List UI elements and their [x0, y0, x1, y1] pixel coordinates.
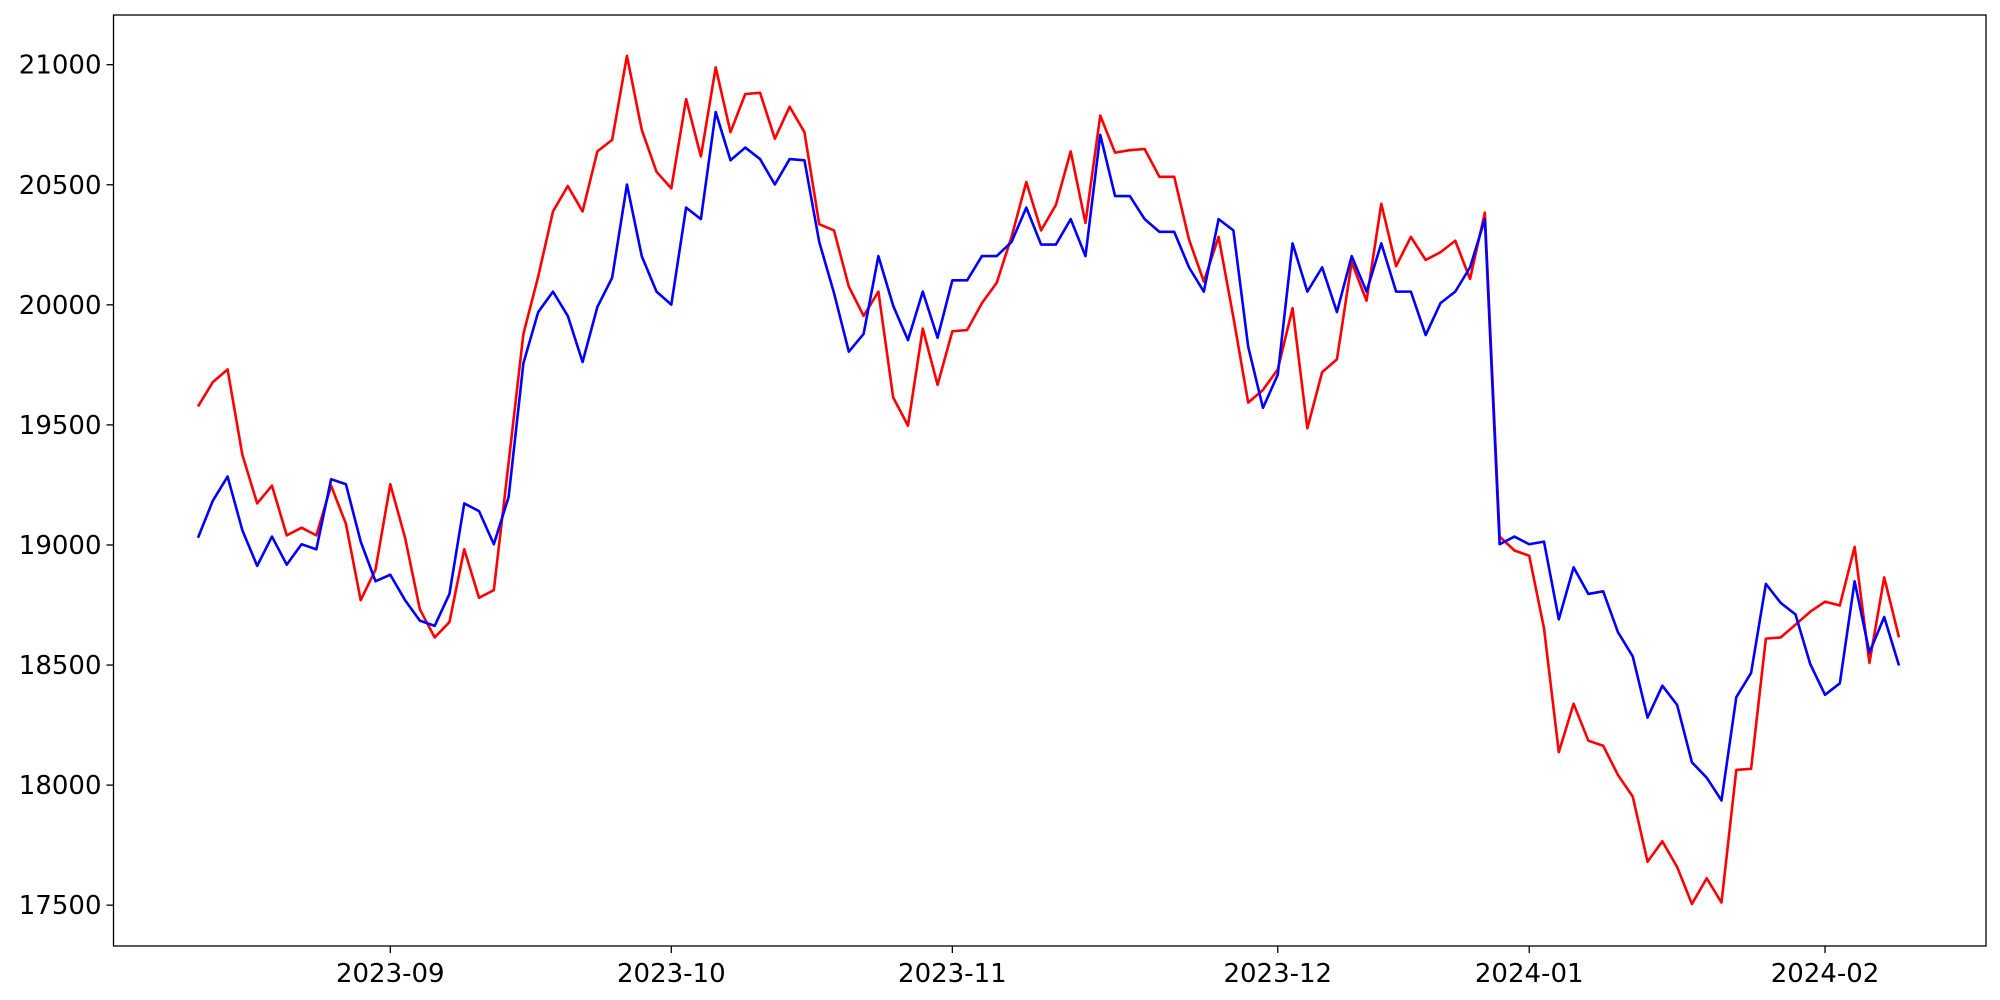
x-tick-label: 2023-11 [898, 959, 1007, 989]
x-tick-label: 2024-01 [1475, 959, 1584, 989]
y-tick-label: 18500 [19, 651, 102, 681]
y-tick-label: 21000 [19, 51, 102, 81]
y-tick-label: 17500 [19, 891, 102, 921]
line-series [196, 54, 1901, 906]
y-tick-label: 20000 [19, 291, 102, 321]
x-tick-label: 2024-02 [1771, 959, 1880, 989]
x-tick-label: 2023-09 [336, 959, 445, 989]
plot-frame [112, 14, 1987, 947]
x-tick-label: 2023-12 [1223, 959, 1332, 989]
y-tick-label: 20500 [19, 171, 102, 201]
y-tick-label: 19500 [19, 411, 102, 441]
line-series [196, 110, 1901, 802]
x-tick-label: 2023-10 [617, 959, 726, 989]
y-tick-label: 18000 [19, 771, 102, 801]
y-tick-label: 19000 [19, 531, 102, 561]
